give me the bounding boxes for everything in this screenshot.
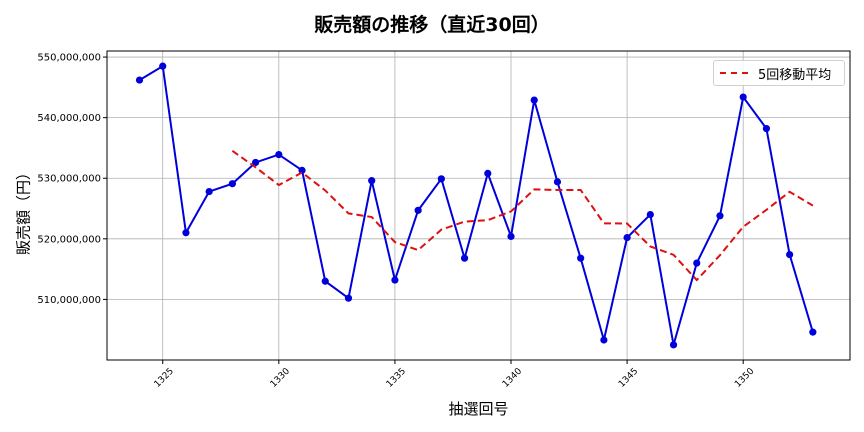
data-point-marker: [507, 232, 515, 240]
data-point-marker: [135, 76, 144, 84]
chart-title: 販売額の推移（直近30回）: [314, 14, 550, 36]
data-point-marker: [623, 234, 631, 242]
data-point-marker: [716, 212, 724, 220]
data-point-marker: [646, 210, 654, 219]
data-point-marker: [344, 294, 353, 302]
x-axis-label: 抽選回号: [448, 400, 509, 418]
data-point-marker: [252, 158, 260, 167]
x-tick-label: 1350: [733, 366, 756, 389]
data-point-marker: [460, 254, 469, 262]
data-point-marker: [205, 187, 213, 196]
y-tick-label: 510,000,000: [37, 295, 101, 306]
moving-average-line: [231, 150, 814, 282]
data-point-marker: [739, 93, 747, 101]
data-point-marker: [553, 178, 562, 186]
sales-line: [138, 64, 814, 346]
data-point-marker: [182, 229, 190, 237]
data-point-marker: [484, 169, 492, 177]
data-point-marker: [530, 96, 538, 104]
legend-label-moving-average: 5回移動平均: [758, 67, 832, 83]
x-tick-label: 1325: [153, 366, 176, 389]
y-tick-label: 530,000,000: [37, 174, 101, 185]
y-tick-label: 540,000,000: [37, 113, 101, 124]
data-point-marker: [298, 166, 306, 174]
legend: 5回移動平均: [713, 60, 845, 86]
x-tick-label: 1335: [385, 366, 408, 389]
data-point-marker: [368, 177, 376, 185]
x-tick-label: 1345: [617, 366, 640, 389]
x-tick-label: 1340: [501, 366, 524, 389]
data-point-marker: [437, 175, 445, 183]
data-point-marker: [577, 254, 585, 262]
y-tick-label: 520,000,000: [37, 234, 101, 245]
data-point-marker: [414, 206, 422, 214]
data-point-marker: [391, 276, 399, 284]
data-point-marker: [600, 336, 608, 344]
data-point-marker: [786, 250, 794, 259]
plot-frame: [106, 50, 851, 361]
data-point-marker: [762, 124, 771, 133]
data-point-marker: [228, 180, 236, 188]
data-point-marker: [693, 259, 701, 267]
data-point-marker: [275, 151, 283, 159]
legend-dashed-line-swatch: [720, 72, 748, 74]
data-point-marker: [809, 328, 817, 336]
y-tick-label: 550,000,000: [37, 53, 101, 64]
x-tick-label: 1330: [269, 366, 292, 389]
data-point-marker: [321, 277, 329, 285]
data-point-marker: [159, 62, 167, 70]
data-point-marker: [669, 341, 678, 349]
